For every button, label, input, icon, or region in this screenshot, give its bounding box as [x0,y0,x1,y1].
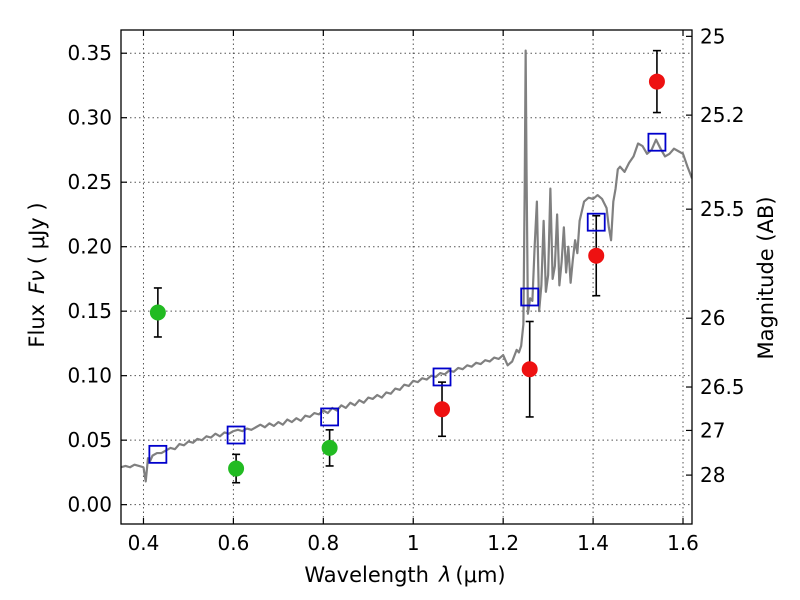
model-band-square [148,444,168,464]
data-point [521,361,538,378]
y-tick-label: 0.15 [67,299,112,323]
y-tick-label: 0.05 [67,428,112,452]
data-point [588,247,605,264]
y-tick-label: 0.35 [67,41,112,65]
x-tick-label: 1 [407,531,420,555]
data-point [228,460,245,477]
model-band-square [647,132,667,152]
y-tick-label: 0.00 [67,493,112,517]
x-tick-label: 0.6 [217,531,249,555]
y-axis-label: FluxFν( μJy ) [25,202,49,347]
y-tick-label: 0.30 [67,106,112,130]
model-band-square [432,367,452,387]
x-tick-label: 0.4 [128,531,160,555]
plot-area [121,49,692,484]
x-tick-label: 1.2 [487,531,519,555]
x-axis-label: Wavelength λ (μm) [304,563,505,587]
right-tick-label: 25.5 [700,197,745,221]
x-tick-label: 1.4 [577,531,609,555]
right-axis-label: Magnitude (AB) [754,196,778,359]
data-point [149,304,166,321]
right-tick-label: 26 [700,306,725,330]
data-point [648,73,665,90]
y-tick-label: 0.20 [67,235,112,259]
right-tick-label: 26.5 [700,375,745,399]
plot-frame [120,29,693,525]
data-point [321,439,338,456]
y-tick-label: 0.25 [67,170,112,194]
right-tick-label: 25 [700,24,725,48]
right-tick-label: 27 [700,418,725,442]
model-band-square [586,212,606,232]
model-band-square [520,287,540,307]
right-tick-label: 25.2 [700,103,745,127]
model-band-square [320,407,340,427]
x-tick-label: 1.6 [667,531,699,555]
x-tick-label: 0.8 [307,531,339,555]
axes [120,29,693,525]
grid-lines [121,30,692,524]
tick-labels: 0.4 0.6 0.8 1 1.2 1.4 1.6 0.00 0.05 0.10 0.15 0.20 0… [67,24,744,555]
model-band-square [226,425,246,445]
model-spectrum-line [121,49,692,483]
right-tick-label: 28 [700,463,725,487]
y-tick-label: 0.10 [67,364,112,388]
data-point [434,401,451,418]
